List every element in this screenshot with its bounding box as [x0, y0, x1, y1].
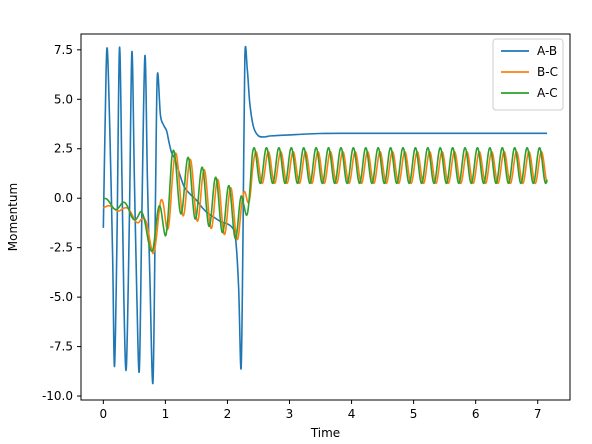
x-tick-label: 3	[286, 407, 294, 421]
y-axis: -10.0 -7.5 -5.0 -2.5 0.0 2.5 5.0 7.5	[42, 43, 81, 403]
y-tick-label: 0.0	[54, 191, 73, 205]
x-tick-label: 7	[534, 407, 542, 421]
x-tick-label: 4	[348, 407, 356, 421]
y-tick-label: 5.0	[54, 92, 73, 106]
series-line-b-c	[102, 150, 548, 255]
y-tick-label: 2.5	[54, 142, 73, 156]
y-tick-label: -7.5	[50, 340, 73, 354]
legend-entry: A-C	[537, 86, 558, 100]
series-line-a-c	[102, 146, 548, 252]
series-line-a-b	[102, 45, 548, 385]
plot-frame	[80, 33, 571, 401]
y-tick-label: -5.0	[50, 290, 73, 304]
x-axis-label: Time	[310, 426, 340, 440]
y-tick-label: 7.5	[54, 43, 73, 57]
x-tick-label: 6	[472, 407, 480, 421]
x-tick-label: 5	[410, 407, 418, 421]
x-tick-label: 0	[100, 407, 108, 421]
x-tick-label: 2	[224, 407, 232, 421]
x-tick-label: 1	[162, 407, 170, 421]
legend: A-B B-C A-C	[492, 38, 564, 111]
legend-entry: A-B	[537, 44, 557, 58]
legend-entry: B-C	[537, 65, 558, 79]
y-axis-label: Momentum	[6, 183, 20, 251]
series-layer	[102, 45, 548, 385]
y-tick-label: -2.5	[50, 241, 73, 255]
y-tick-label: -10.0	[42, 389, 73, 403]
x-axis: 0 1 2 3 4 5 6 7	[100, 400, 542, 421]
